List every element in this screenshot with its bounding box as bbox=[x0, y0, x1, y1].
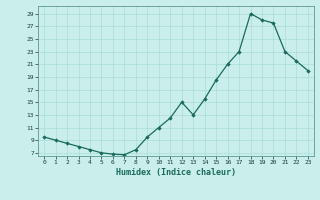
X-axis label: Humidex (Indice chaleur): Humidex (Indice chaleur) bbox=[116, 168, 236, 177]
